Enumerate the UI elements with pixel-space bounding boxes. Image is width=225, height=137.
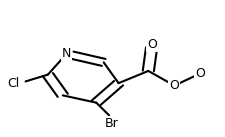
Text: Cl: Cl [8,77,20,90]
Text: O: O [146,38,156,51]
Text: O: O [195,67,205,80]
Text: Br: Br [104,117,117,130]
Text: N: N [61,47,71,60]
Text: O: O [169,79,178,92]
